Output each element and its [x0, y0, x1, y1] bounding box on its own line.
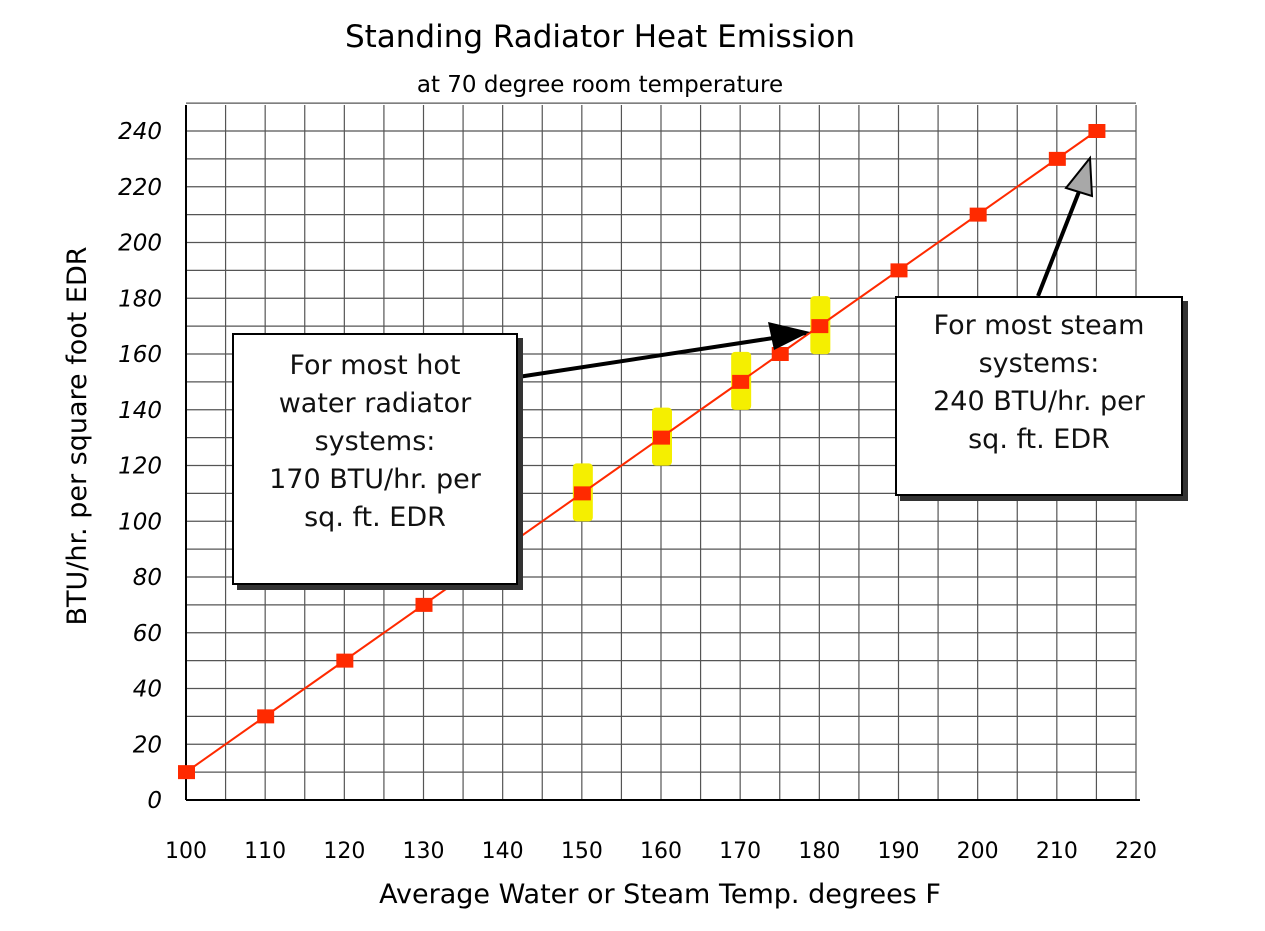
data-point: [573, 486, 591, 501]
chart-subtitle: at 70 degree room temperature: [417, 72, 783, 98]
y-tick-label: 0: [147, 788, 162, 814]
y-tick-label: 140: [118, 398, 162, 424]
data-point: [257, 709, 275, 724]
hot-water-arrow: [517, 331, 807, 379]
x-tick-label: 140: [482, 839, 524, 864]
x-tick-labels: 100 110 120 130 140 150 160 170 180 190 200 210 220: [165, 839, 1157, 864]
data-point: [178, 765, 195, 780]
callout-line: sq. ft. EDR: [304, 502, 446, 533]
callout-line: sq. ft. EDR: [968, 424, 1110, 455]
callout-line: water radiator: [278, 388, 472, 419]
callout-line: 170 BTU/hr. per: [269, 464, 481, 495]
callout-line: 240 BTU/hr. per: [933, 386, 1145, 417]
callout-line: systems:: [978, 348, 1100, 379]
data-point: [890, 263, 908, 278]
x-tick-label: 170: [719, 839, 761, 864]
y-tick-label: 180: [118, 286, 162, 312]
data-point: [969, 207, 987, 222]
hot-water-arrow-head: [768, 322, 810, 350]
y-tick-label: 240: [118, 119, 162, 145]
x-tick-label: 120: [323, 839, 365, 864]
x-tick-label: 110: [244, 839, 286, 864]
y-tick-label: 120: [118, 454, 162, 480]
y-tick-label: 40: [133, 677, 162, 703]
x-tick-label: 190: [878, 839, 920, 864]
data-points: [178, 124, 1106, 780]
x-tick-label: 200: [957, 839, 999, 864]
steam-arrow-head: [1064, 155, 1094, 198]
x-tick-label: 160: [640, 839, 682, 864]
x-tick-label: 210: [1036, 839, 1078, 864]
data-point: [732, 374, 750, 389]
x-tick-label: 130: [403, 839, 445, 864]
y-axis-label: BTU/hr. per square foot EDR: [62, 246, 93, 625]
data-point: [336, 653, 354, 668]
y-tick-label: 20: [133, 732, 162, 758]
data-point: [1088, 124, 1106, 138]
data-point: [771, 347, 789, 361]
axes: [185, 105, 1140, 801]
y-tick-label: 220: [118, 175, 162, 201]
x-tick-label: 180: [798, 839, 840, 864]
x-tick-label: 100: [165, 839, 207, 864]
data-point: [1048, 151, 1066, 166]
data-point: [415, 597, 433, 612]
y-tick-label: 80: [133, 565, 162, 591]
x-tick-label: 150: [561, 839, 603, 864]
callout-line: For most steam: [933, 310, 1145, 341]
chart-title: Standing Radiator Heat Emission: [345, 19, 855, 55]
x-axis-label: Average Water or Steam Temp. degrees F: [379, 879, 941, 910]
hot-water-callout: For most hot water radiator systems: 170…: [232, 333, 518, 585]
data-point: [811, 319, 829, 334]
steam-callout: For most steam systems: 240 BTU/hr. per …: [895, 296, 1183, 496]
data-point: [653, 430, 670, 445]
y-tick-labels: 0 20 40 60 80 100 120 140 160 180 200 220 240: [118, 119, 162, 814]
y-tick-label: 200: [118, 231, 162, 257]
y-tick-label: 160: [118, 342, 162, 368]
y-tick-label: 60: [133, 621, 162, 647]
x-tick-label: 220: [1115, 839, 1157, 864]
callout-line: systems:: [314, 426, 436, 457]
callout-line: For most hot: [289, 350, 461, 381]
y-tick-label: 100: [118, 509, 162, 535]
steam-arrow: [1036, 183, 1084, 297]
